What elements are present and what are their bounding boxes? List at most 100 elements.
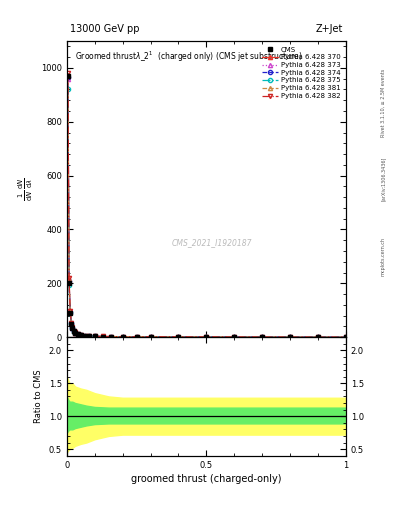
- CMS: [67, 280, 72, 286]
- Pythia 6.428 375: [66, 87, 70, 93]
- Pythia 6.428 374: [134, 334, 139, 340]
- Pythia 6.428 374: [204, 334, 209, 340]
- Line: CMS: CMS: [66, 74, 348, 339]
- Text: CMS_2021_I1920187: CMS_2021_I1920187: [172, 238, 252, 247]
- Pythia 6.428 374: [70, 325, 75, 331]
- Pythia 6.428 370: [120, 334, 125, 340]
- Pythia 6.428 370: [79, 332, 83, 338]
- Pythia 6.428 381: [72, 328, 76, 334]
- Pythia 6.428 370: [83, 333, 87, 339]
- Pythia 6.428 374: [87, 333, 92, 339]
- Pythia 6.428 381: [148, 334, 153, 340]
- Pythia 6.428 370: [87, 333, 92, 339]
- Pythia 6.428 374: [69, 321, 73, 327]
- Pythia 6.428 373: [68, 309, 73, 315]
- Pythia 6.428 382: [343, 334, 348, 340]
- Pythia 6.428 382: [232, 334, 237, 340]
- Pythia 6.428 382: [87, 333, 92, 339]
- Pythia 6.428 381: [75, 331, 80, 337]
- Pythia 6.428 382: [68, 308, 73, 314]
- Pythia 6.428 382: [69, 319, 73, 326]
- Pythia 6.428 382: [316, 334, 320, 340]
- Pythia 6.428 370: [109, 333, 114, 339]
- CMS: [260, 334, 264, 340]
- CMS: [120, 334, 125, 340]
- Pythia 6.428 374: [176, 334, 181, 340]
- Pythia 6.428 374: [316, 334, 320, 340]
- Pythia 6.428 382: [288, 334, 292, 340]
- CMS: [92, 333, 97, 339]
- Pythia 6.428 375: [69, 321, 73, 327]
- CMS: [232, 334, 237, 340]
- Pythia 6.428 374: [73, 330, 77, 336]
- Pythia 6.428 370: [69, 320, 73, 326]
- Text: Groomed thrust$\lambda\_2^1$  (charged only) (CMS jet substructure): Groomed thrust$\lambda\_2^1$ (charged on…: [75, 50, 303, 64]
- Pythia 6.428 370: [316, 334, 320, 340]
- Pythia 6.428 370: [68, 309, 73, 315]
- Pythia 6.428 373: [79, 332, 83, 338]
- CMS: [109, 334, 114, 340]
- Pythia 6.428 373: [66, 76, 70, 82]
- CMS: [316, 334, 320, 340]
- Pythia 6.428 382: [79, 332, 83, 338]
- Pythia 6.428 374: [92, 333, 97, 339]
- Pythia 6.428 373: [83, 333, 87, 339]
- Pythia 6.428 373: [101, 333, 105, 339]
- Pythia 6.428 381: [260, 334, 264, 340]
- Pythia 6.428 370: [101, 333, 105, 339]
- Pythia 6.428 382: [176, 334, 181, 340]
- CMS: [148, 334, 153, 340]
- Pythia 6.428 382: [72, 328, 76, 334]
- Pythia 6.428 382: [134, 334, 139, 340]
- Pythia 6.428 370: [66, 73, 70, 79]
- Pythia 6.428 374: [109, 334, 114, 340]
- Pythia 6.428 375: [73, 330, 77, 336]
- Pythia 6.428 373: [73, 330, 77, 336]
- Pythia 6.428 375: [67, 282, 72, 288]
- Pythia 6.428 370: [134, 334, 139, 340]
- Pythia 6.428 382: [204, 334, 209, 340]
- Text: 13000 GeV pp: 13000 GeV pp: [70, 24, 139, 34]
- Pythia 6.428 373: [67, 279, 72, 285]
- X-axis label: groomed thrust (charged-only): groomed thrust (charged-only): [131, 474, 281, 484]
- Pythia 6.428 373: [120, 334, 125, 340]
- Pythia 6.428 381: [316, 334, 320, 340]
- Pythia 6.428 370: [343, 334, 348, 340]
- Pythia 6.428 381: [69, 320, 73, 326]
- Pythia 6.428 382: [70, 324, 75, 330]
- Pythia 6.428 370: [67, 278, 72, 284]
- Pythia 6.428 382: [66, 70, 70, 76]
- Pythia 6.428 370: [232, 334, 237, 340]
- Pythia 6.428 375: [109, 334, 114, 340]
- Pythia 6.428 375: [260, 334, 264, 340]
- Pythia 6.428 374: [67, 278, 72, 284]
- Pythia 6.428 373: [87, 333, 92, 339]
- Pythia 6.428 370: [73, 330, 77, 336]
- Y-axis label: Ratio to CMS: Ratio to CMS: [34, 370, 43, 423]
- Pythia 6.428 370: [72, 328, 76, 334]
- CMS: [70, 325, 75, 331]
- Pythia 6.428 375: [79, 332, 83, 338]
- Pythia 6.428 375: [101, 333, 105, 339]
- Pythia 6.428 375: [288, 334, 292, 340]
- Pythia 6.428 382: [75, 331, 80, 337]
- Pythia 6.428 374: [79, 332, 83, 338]
- Pythia 6.428 375: [68, 310, 73, 316]
- Pythia 6.428 375: [232, 334, 237, 340]
- Pythia 6.428 382: [83, 333, 87, 339]
- Pythia 6.428 375: [134, 334, 139, 340]
- Pythia 6.428 370: [176, 334, 181, 340]
- Pythia 6.428 382: [148, 334, 153, 340]
- Pythia 6.428 373: [148, 334, 153, 340]
- Pythia 6.428 373: [176, 334, 181, 340]
- Legend: CMS, Pythia 6.428 370, Pythia 6.428 373, Pythia 6.428 374, Pythia 6.428 375, Pyt: CMS, Pythia 6.428 370, Pythia 6.428 373,…: [261, 45, 342, 101]
- Pythia 6.428 381: [101, 333, 105, 339]
- CMS: [73, 330, 77, 336]
- Pythia 6.428 374: [288, 334, 292, 340]
- Pythia 6.428 373: [232, 334, 237, 340]
- Pythia 6.428 381: [68, 308, 73, 314]
- Pythia 6.428 381: [232, 334, 237, 340]
- CMS: [204, 334, 209, 340]
- Pythia 6.428 373: [260, 334, 264, 340]
- Line: Pythia 6.428 382: Pythia 6.428 382: [66, 71, 348, 339]
